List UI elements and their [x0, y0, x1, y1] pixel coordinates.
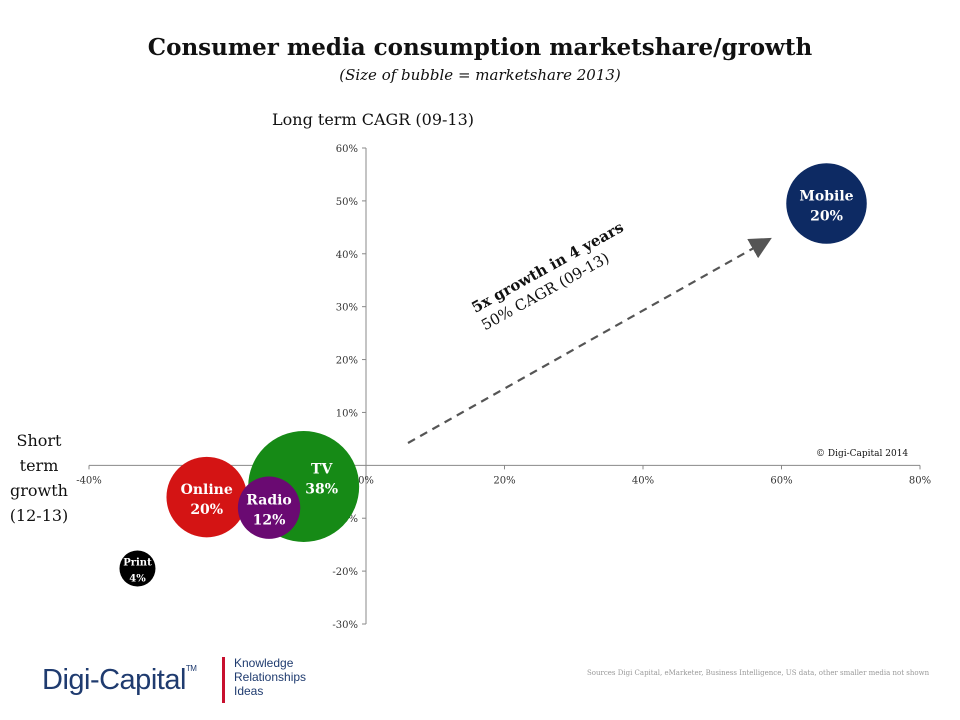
- chart-title: Consumer media consumption marketshare/g…: [147, 34, 813, 61]
- y-tick-label: 20%: [336, 356, 358, 367]
- bubble-label: Radio: [246, 493, 291, 509]
- x-tick-label: -40%: [76, 475, 102, 486]
- y-axis-label: Long term CAGR (09-13): [272, 110, 475, 129]
- bubble-value: 20%: [190, 502, 223, 518]
- chart-subtitle: (Size of bubble = marketshare 2013): [339, 66, 621, 84]
- tagline-3: Ideas: [234, 684, 264, 698]
- bubble-label: Online: [181, 482, 233, 498]
- y-tick-label: 40%: [336, 250, 358, 261]
- bubble-print: [119, 550, 156, 587]
- x-tick-label: 20%: [493, 475, 515, 486]
- bubble-mobile: [786, 163, 867, 244]
- bubble-label: Mobile: [799, 189, 853, 205]
- logo-tagline: Knowledge Relationships Ideas: [234, 656, 306, 698]
- bubble-value: 38%: [305, 481, 338, 497]
- x-tick-label: 60%: [770, 475, 792, 486]
- bubble-online: [166, 456, 247, 538]
- x-axis-label: Short term growth (12-13): [9, 431, 69, 525]
- logo-tm: TM: [185, 664, 197, 673]
- y-tick-label: -20%: [332, 567, 358, 578]
- bubble-label: TV: [311, 461, 333, 477]
- bubble-value: 20%: [810, 209, 843, 225]
- y-tick-label: 30%: [336, 303, 358, 314]
- y-tick-label: 60%: [336, 144, 358, 155]
- x-tick-label: 0%: [358, 475, 374, 486]
- y-tick-label: -30%: [332, 620, 358, 631]
- y-tick-label: 50%: [336, 197, 358, 208]
- bubble-label: Print: [123, 557, 152, 568]
- bubble-value: 4%: [129, 573, 146, 584]
- x-tick-label: 80%: [909, 475, 931, 486]
- sources-note: Sources Digi Capital, eMarketer, Busines…: [587, 669, 930, 677]
- y-tick-label: 10%: [336, 408, 358, 419]
- logo-text: Digi-Capital: [42, 664, 186, 696]
- copyright: © Digi-Capital 2014: [816, 449, 909, 459]
- logo: Digi-CapitalTM: [42, 664, 197, 697]
- bubble-value: 12%: [253, 513, 286, 529]
- bubble-radio: [237, 476, 301, 539]
- tagline-1: Knowledge: [234, 656, 294, 670]
- tagline-2: Relationships: [234, 670, 307, 684]
- x-tick-label: 40%: [632, 475, 654, 486]
- logo-divider: [222, 657, 225, 703]
